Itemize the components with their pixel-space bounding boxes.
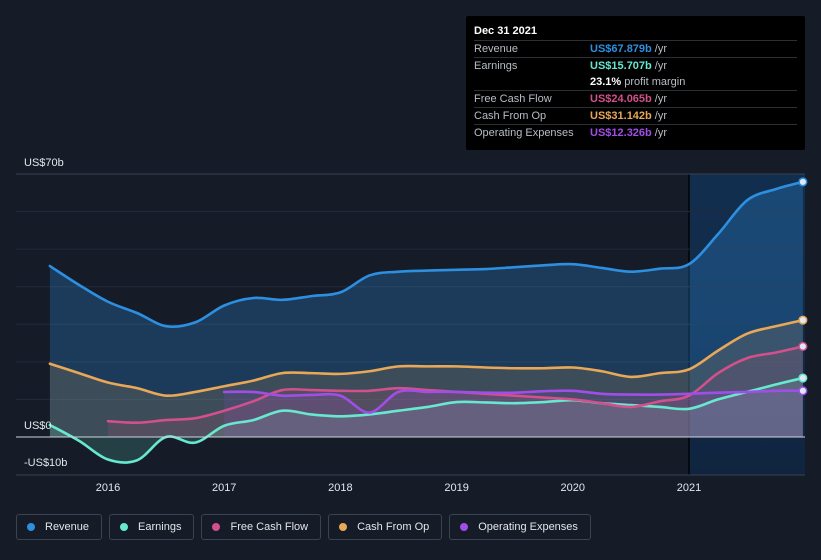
legend-label: Cash From Op: [357, 521, 430, 533]
tooltip-label: Revenue: [474, 43, 519, 55]
legend-dot-icon: [460, 523, 469, 531]
legend-label: Revenue: [45, 521, 90, 533]
x-tick-label: 2020: [561, 482, 585, 494]
area-free-cash-flow: [108, 346, 803, 437]
x-tick-label: 2018: [328, 482, 352, 494]
legend-item-earnings[interactable]: Earnings: [109, 514, 195, 540]
y-tick-label: -US$10b: [24, 457, 67, 469]
tooltip-unit: /yr: [654, 126, 667, 139]
tooltip-label: [474, 74, 590, 91]
tooltip-row-fcf: Free Cash Flow US$24.065b /yr: [474, 90, 797, 107]
end-point-revenue: [798, 177, 808, 187]
tooltip-value: US$24.065b: [590, 93, 652, 106]
x-tick-label: 2017: [212, 482, 236, 494]
tooltip-value: 23.1%: [590, 75, 622, 88]
tooltip-row-opex: Operating Expenses US$12.326b /yr: [474, 123, 797, 141]
tooltip-unit: /yr: [654, 59, 667, 72]
end-point-cash-from-op: [798, 315, 808, 325]
tooltip-label: Earnings: [474, 59, 518, 72]
line-cash-from-op: [48, 318, 805, 398]
tooltip-row-earnings: Earnings US$15.707b /yr: [474, 56, 797, 74]
legend-item-operating-expenses[interactable]: Operating Expenses: [449, 514, 591, 540]
tooltip-unit: /yr: [654, 43, 667, 55]
tooltip-row-revenue: Revenue US$67.879b /yr: [474, 40, 797, 57]
y-tick-label: US$70b: [24, 157, 64, 169]
legend-label: Operating Expenses: [478, 521, 578, 533]
line-revenue: [48, 180, 805, 329]
tooltip-label: Operating Expenses: [474, 126, 574, 139]
area-earnings: [49, 378, 803, 463]
line-operating-expenses: [222, 389, 805, 414]
end-point-earnings: [798, 373, 808, 383]
tooltip-value: US$67.879b: [590, 43, 652, 55]
end-point-operating-expenses: [798, 386, 808, 396]
tooltip-value: US$15.707b: [590, 59, 652, 72]
legend: Revenue Earnings Free Cash Flow Cash Fro…: [16, 514, 591, 542]
tooltip-unit: /yr: [654, 93, 667, 106]
tooltip-date: Dec 31 2021: [474, 25, 537, 37]
legend-item-cash-from-op[interactable]: Cash From Op: [328, 514, 443, 540]
x-tick-label: 2019: [444, 482, 468, 494]
y-tick-label: US$0: [24, 420, 52, 432]
tooltip-value: US$12.326b: [590, 126, 652, 139]
tooltip-unit: profit margin: [624, 75, 686, 88]
legend-dot-icon: [212, 523, 221, 531]
x-tick-label: 2021: [677, 482, 701, 494]
tooltip-label: Free Cash Flow: [474, 93, 552, 106]
legend-item-revenue[interactable]: Revenue: [16, 514, 103, 540]
x-tick-label: 2016: [96, 482, 120, 494]
tooltip-value: US$31.142b: [590, 110, 652, 123]
tooltip-label: Cash From Op: [474, 110, 547, 123]
tooltip: Dec 31 2021 Revenue US$67.879b /yr Earni…: [466, 16, 805, 150]
legend-item-free-cash-flow[interactable]: Free Cash Flow: [201, 514, 322, 540]
tooltip-row-margin: 23.1% profit margin: [474, 74, 797, 91]
legend-label: Free Cash Flow: [230, 521, 309, 533]
legend-dot-icon: [27, 523, 35, 531]
tooltip-unit: /yr: [654, 110, 667, 123]
legend-dot-icon: [339, 523, 348, 531]
legend-label: Earnings: [138, 521, 182, 533]
tooltip-row-cfo: Cash From Op US$31.142b /yr: [474, 107, 797, 124]
legend-dot-icon: [120, 523, 129, 531]
end-point-free-cash-flow: [798, 341, 808, 352]
